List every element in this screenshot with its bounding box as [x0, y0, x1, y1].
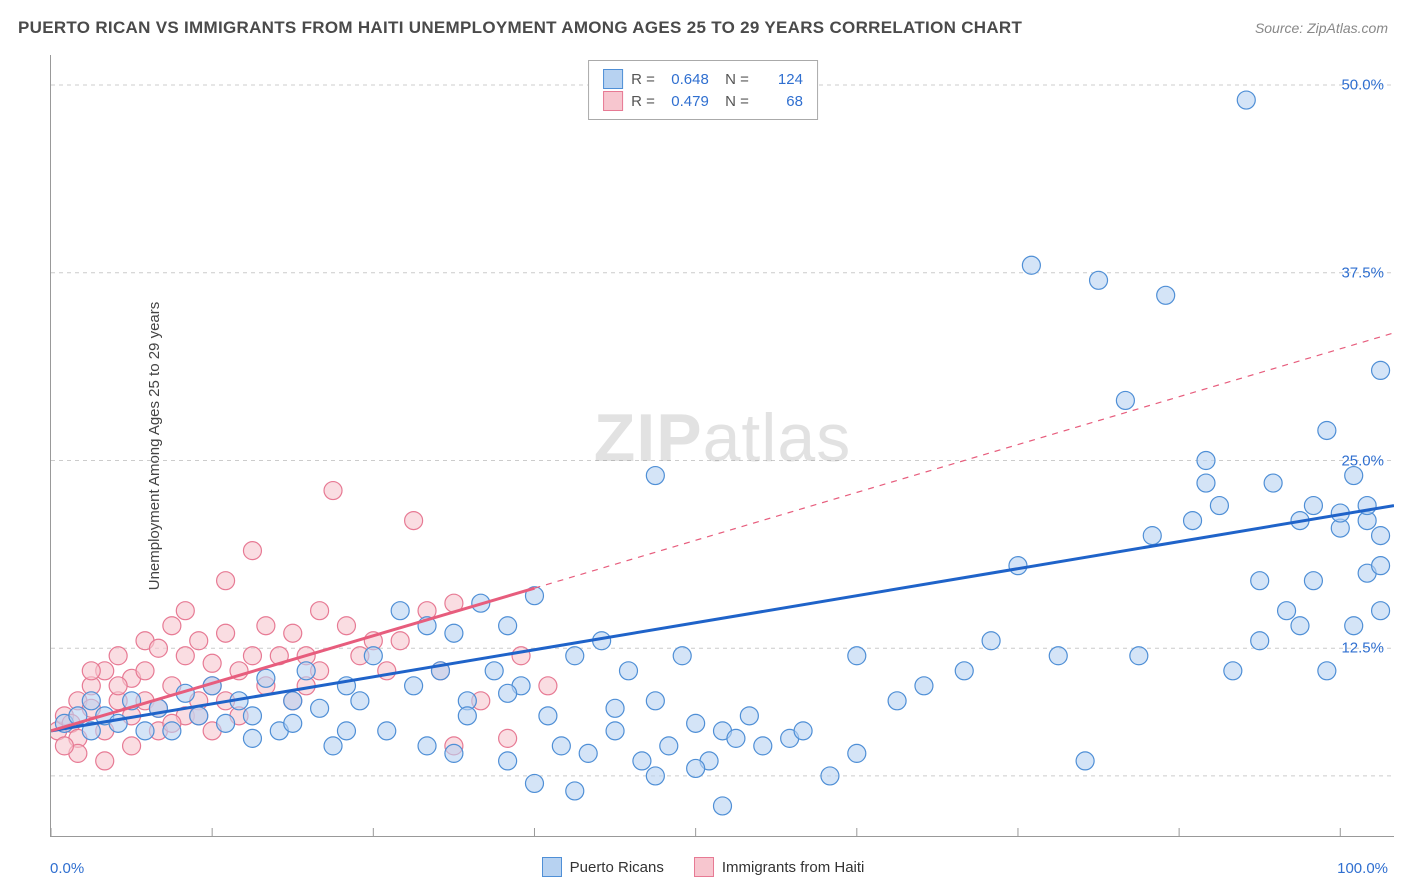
chart-title: PUERTO RICAN VS IMMIGRANTS FROM HAITI UN… — [18, 18, 1022, 38]
y-tick-label: 50.0% — [1341, 77, 1384, 94]
y-tick-label: 37.5% — [1341, 264, 1384, 281]
stats-legend: R =0.648 N =124 R =0.479 N =68 — [588, 60, 818, 120]
scatter-chart — [51, 55, 1394, 836]
legend-label-b: Immigrants from Haiti — [722, 859, 865, 876]
y-tick-label: 25.0% — [1341, 452, 1384, 469]
swatch-haiti-icon — [694, 857, 714, 877]
swatch-puerto-ricans — [603, 69, 623, 89]
plot-area: ZIPatlas 12.5%25.0%37.5%50.0% — [50, 55, 1394, 837]
y-tick-label: 12.5% — [1341, 640, 1384, 657]
swatch-puerto-ricans-icon — [542, 857, 562, 877]
source-label: Source: ZipAtlas.com — [1255, 20, 1388, 36]
series-legend: Puerto Ricans Immigrants from Haiti — [0, 857, 1406, 877]
swatch-haiti — [603, 91, 623, 111]
legend-label-a: Puerto Ricans — [570, 859, 664, 876]
